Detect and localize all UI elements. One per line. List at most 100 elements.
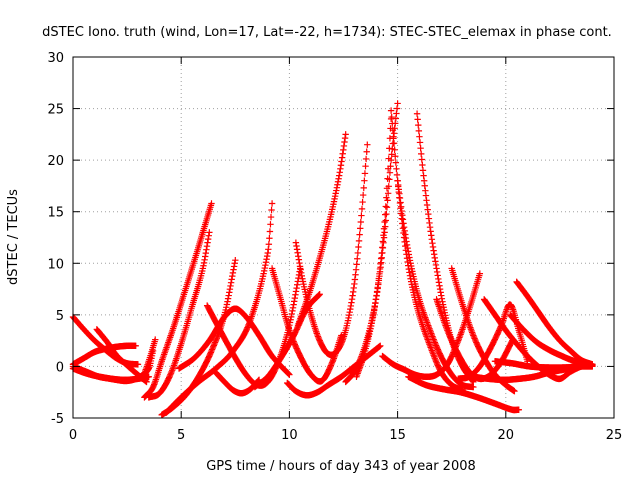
data-point <box>224 298 231 305</box>
data-point <box>380 232 387 239</box>
x-axis-label: GPS time / hours of day 343 of year 2008 <box>206 459 476 474</box>
data-point <box>431 337 438 345</box>
data-point <box>356 231 363 238</box>
data-point <box>515 406 522 413</box>
data-point <box>267 221 274 228</box>
data-point <box>292 291 299 298</box>
data-point <box>223 301 231 308</box>
x-tick-label: 10 <box>281 428 298 443</box>
data-point <box>224 295 232 302</box>
data-point <box>361 177 368 184</box>
data-point <box>418 150 425 158</box>
data-point <box>355 237 363 245</box>
data-point <box>229 272 236 280</box>
data-point <box>229 269 237 277</box>
data-point <box>231 260 238 267</box>
data-point <box>206 229 213 236</box>
data-point <box>370 310 377 318</box>
data-point <box>433 359 440 366</box>
data-point <box>291 341 299 348</box>
data-series <box>139 336 159 383</box>
plot-frame <box>72 56 615 419</box>
data-point <box>360 184 367 192</box>
data-point <box>226 286 234 293</box>
y-tick-label: 5 <box>56 309 64 324</box>
data-point <box>316 291 323 298</box>
x-tick-label: 20 <box>498 428 515 443</box>
data-point <box>266 228 274 235</box>
data-point <box>168 368 175 376</box>
data-point <box>363 148 370 155</box>
data-point <box>342 131 349 138</box>
data-series <box>141 200 215 401</box>
data-point <box>386 145 393 152</box>
data-point <box>377 342 384 349</box>
data-point <box>357 218 365 226</box>
data-point <box>470 333 478 341</box>
data-series <box>379 270 484 380</box>
data-series <box>294 131 349 329</box>
data-point <box>368 319 375 327</box>
data-point <box>230 263 238 270</box>
data-point <box>294 281 301 288</box>
data-point <box>223 304 230 311</box>
data-point <box>290 338 297 345</box>
data-point <box>354 255 361 262</box>
data-point <box>132 342 139 349</box>
data-point <box>361 170 369 177</box>
data-point <box>431 355 439 362</box>
x-tick-label: 5 <box>177 428 185 443</box>
data-point <box>430 336 437 343</box>
data-point <box>414 116 421 123</box>
data-point <box>367 322 375 330</box>
y-tick-label: 20 <box>47 154 64 169</box>
x-tick-label: 0 <box>69 428 77 443</box>
data-point <box>359 198 366 206</box>
data-point <box>429 334 437 342</box>
y-tick-label: 0 <box>56 360 64 375</box>
data-point <box>432 358 440 365</box>
data-point <box>289 336 297 344</box>
chart-title: dSTEC Iono. truth (wind, Lon=17, Lat=-22… <box>42 25 612 40</box>
data-point <box>416 139 424 146</box>
data-series <box>353 115 395 380</box>
data-point <box>143 378 150 386</box>
y-tick-label: 30 <box>47 51 64 66</box>
data-point <box>293 284 300 292</box>
data-point <box>470 332 477 339</box>
data-point <box>394 100 401 107</box>
data-point <box>391 146 398 153</box>
data-point <box>378 249 385 257</box>
y-axis-label: dSTEC / TECUs <box>6 189 21 285</box>
data-point <box>384 190 392 197</box>
data-point <box>432 356 439 363</box>
data-point <box>445 331 453 338</box>
data-point <box>232 256 239 264</box>
data-points <box>69 100 596 419</box>
data-point <box>444 328 452 336</box>
data-point <box>393 165 400 173</box>
data-point <box>392 153 399 160</box>
data-point <box>383 185 391 192</box>
data-point <box>449 350 456 357</box>
data-point <box>291 298 298 305</box>
data-point <box>454 338 461 346</box>
data-point <box>431 353 438 360</box>
data-point <box>353 261 360 268</box>
data-point <box>362 162 369 170</box>
data-point <box>417 144 424 152</box>
data-point <box>416 133 423 140</box>
data-point <box>266 235 273 242</box>
data-point <box>289 307 296 315</box>
data-point <box>379 244 386 251</box>
data-point <box>471 335 478 342</box>
data-point <box>326 365 333 372</box>
data-point <box>444 327 451 334</box>
data-series <box>413 110 477 386</box>
data-point <box>288 310 296 318</box>
y-tick-label: -5 <box>51 412 64 427</box>
data-point <box>208 200 215 207</box>
data-point <box>359 191 367 199</box>
data-series <box>394 177 477 391</box>
data-point <box>167 371 174 378</box>
